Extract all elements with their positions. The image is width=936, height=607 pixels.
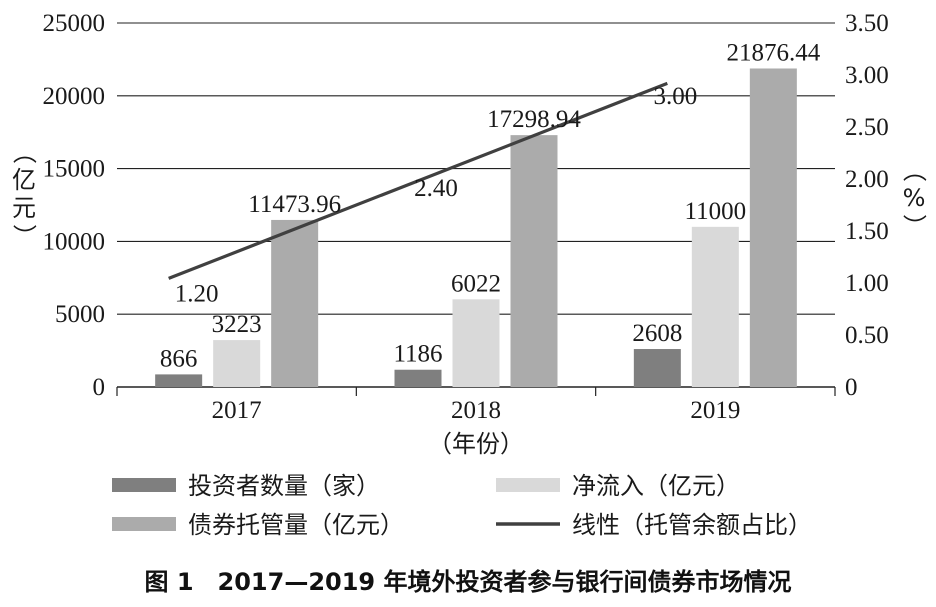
right-tick-label: 3.50 bbox=[845, 10, 889, 37]
right-tick-label: 2.50 bbox=[845, 114, 889, 141]
legend: 投资者数量（家） 净流入（亿元） 债券托管量（亿元） 线性（托管余额占比） bbox=[112, 472, 812, 539]
bar-value-label: 1186 bbox=[393, 341, 442, 368]
bar bbox=[452, 299, 500, 387]
bar bbox=[394, 369, 442, 387]
bar bbox=[633, 349, 681, 387]
axis-title-char: ） bbox=[900, 214, 928, 238]
legend-label: 净流入（亿元） bbox=[572, 472, 740, 500]
bar-value-label: 3223 bbox=[212, 311, 262, 338]
legend-swatch bbox=[496, 478, 560, 492]
x-axis-title: （年份） bbox=[428, 430, 524, 458]
legend-item: 投资者数量（家） bbox=[112, 472, 380, 500]
x-tick-label: 2018 bbox=[451, 397, 501, 424]
right-axis-ticks: 0 0.50 1.00 1.50 2.00 2.50 3.00 3.50 bbox=[845, 10, 889, 401]
axis-title-char: ） bbox=[10, 224, 38, 248]
bar-value-label: 11473.96 bbox=[248, 191, 341, 218]
bar bbox=[749, 68, 797, 387]
right-axis-title: （%） bbox=[900, 158, 928, 238]
bar-value-label: 2608 bbox=[632, 320, 682, 347]
legend-label: 线性（托管余额占比） bbox=[572, 511, 812, 539]
trend-value-label: 1.20 bbox=[175, 280, 219, 307]
legend-item: 净流入（亿元） bbox=[496, 472, 740, 500]
left-axis-ticks: 0 5000 10000 15000 20000 25000 bbox=[43, 10, 106, 401]
left-tick-label: 20000 bbox=[43, 83, 106, 110]
bar bbox=[271, 219, 319, 387]
left-tick-label: 10000 bbox=[43, 228, 106, 255]
figure-caption: 图 1 2017—2019 年境外投资者参与银行间债券市场情况 bbox=[144, 568, 791, 596]
axis-title-char: （ bbox=[10, 140, 38, 164]
bar-value-label: 11000 bbox=[685, 198, 747, 225]
bar-value-label: 21876.44 bbox=[726, 39, 820, 66]
x-tick-label: 2019 bbox=[690, 397, 740, 424]
trendline bbox=[168, 81, 668, 280]
left-tick-label: 5000 bbox=[55, 301, 105, 328]
legend-label: 投资者数量（家） bbox=[188, 472, 380, 500]
trend-value-label: 3.00 bbox=[653, 83, 697, 110]
x-axis-ticks: 2017 2018 2019 bbox=[212, 397, 741, 424]
bars bbox=[155, 68, 797, 387]
right-tick-label: 0 bbox=[845, 374, 858, 401]
legend-item: 线性（托管余额占比） bbox=[496, 511, 812, 539]
bar-value-label: 17298.94 bbox=[487, 106, 581, 133]
axis-title-char: 元 bbox=[12, 194, 36, 222]
left-tick-label: 15000 bbox=[43, 156, 106, 183]
bar bbox=[510, 135, 558, 387]
right-tick-label: 0.50 bbox=[845, 322, 889, 349]
axis-title-char: （ bbox=[900, 158, 928, 182]
left-tick-label: 0 bbox=[93, 374, 106, 401]
bar bbox=[155, 374, 203, 387]
data-labels: 866 3223 11473.96 1186 6022 17298.94 2608 11000… bbox=[160, 39, 821, 372]
bar bbox=[691, 226, 739, 387]
legend-label: 债券托管量（亿元） bbox=[188, 511, 404, 539]
axis-title-char: % bbox=[903, 184, 926, 212]
trendline-layer bbox=[168, 81, 668, 280]
axis-title-char: 亿 bbox=[12, 166, 36, 194]
axis-titles: （亿元）（%）（年份） bbox=[10, 140, 928, 458]
trend-value-label: 2.40 bbox=[414, 175, 458, 202]
bar-value-label: 866 bbox=[160, 345, 198, 372]
legend-swatch bbox=[112, 478, 176, 492]
left-axis-title: （亿元） bbox=[10, 140, 38, 248]
right-tick-label: 1.50 bbox=[845, 218, 889, 245]
legend-item: 债券托管量（亿元） bbox=[112, 511, 404, 539]
legend-swatch bbox=[112, 517, 176, 531]
right-tick-label: 3.00 bbox=[845, 62, 889, 89]
x-tick-label: 2017 bbox=[212, 397, 262, 424]
bar bbox=[213, 340, 261, 387]
left-tick-label: 25000 bbox=[43, 10, 106, 37]
right-tick-label: 1.00 bbox=[845, 270, 889, 297]
right-tick-label: 2.00 bbox=[845, 166, 889, 193]
bar-value-label: 6022 bbox=[451, 270, 501, 297]
